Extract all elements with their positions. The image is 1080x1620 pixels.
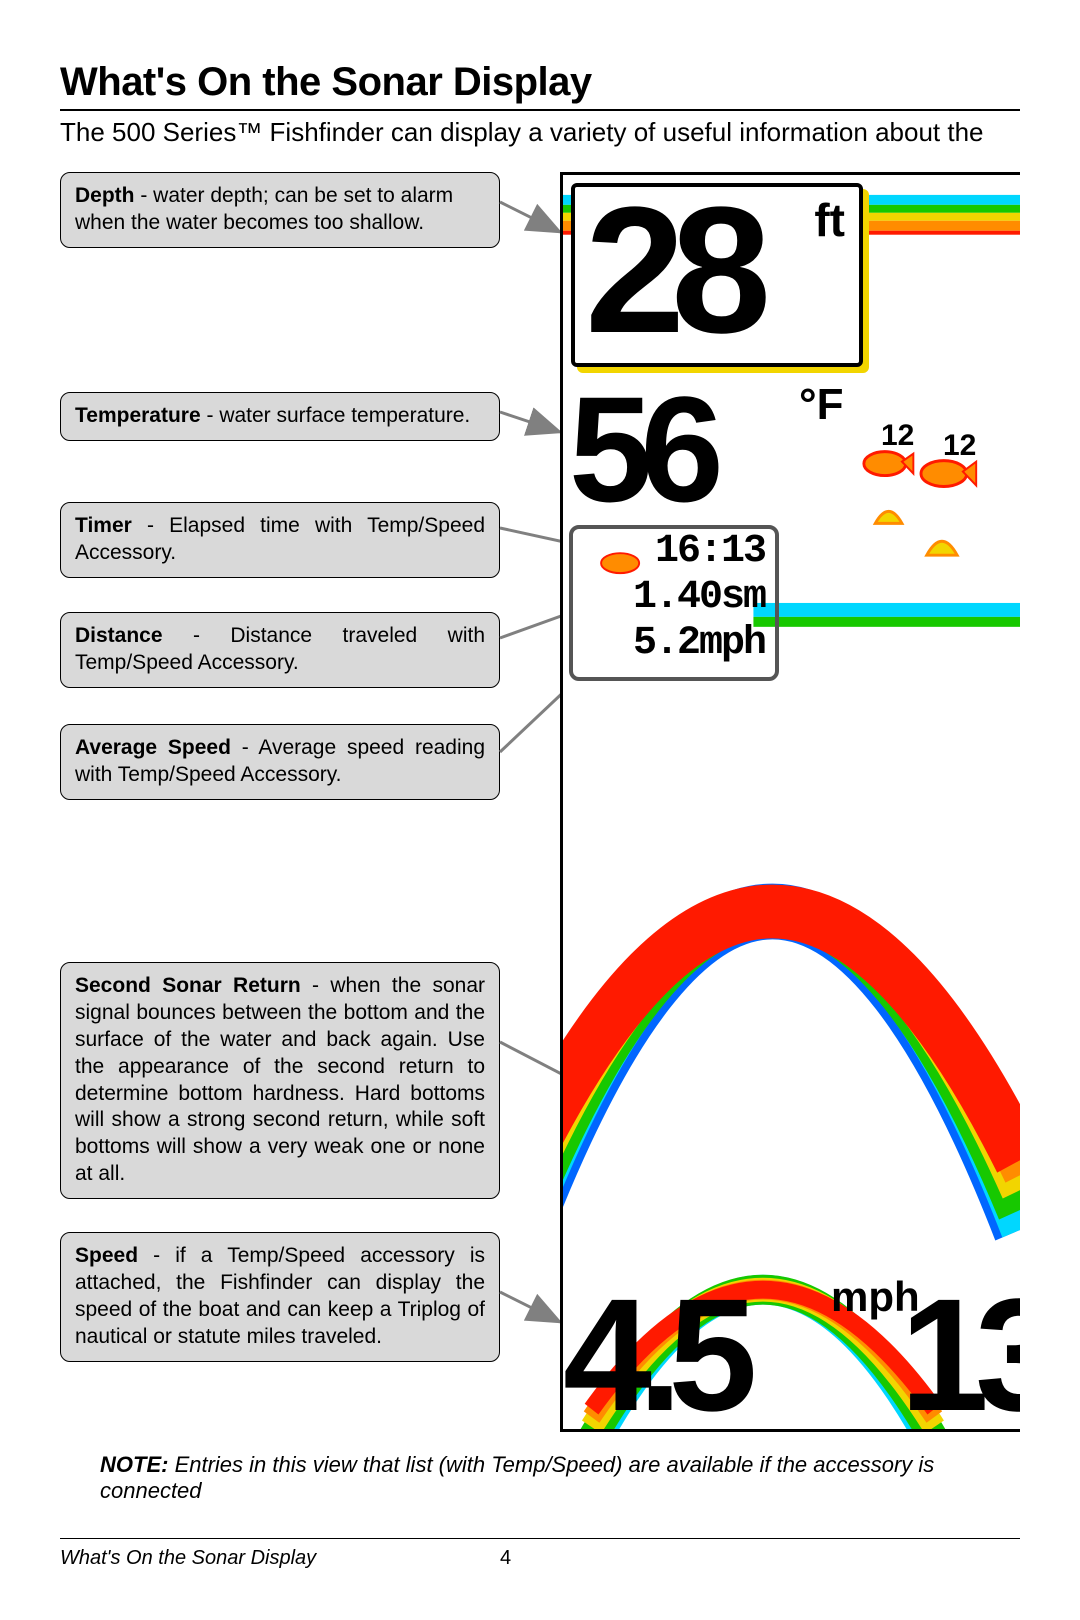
sonar-screen: 28 ft 56 °F 12 12 16:13 1.40sm 5.2mph 4.… — [560, 172, 1020, 1432]
callout-label: Depth — [75, 184, 135, 207]
callout-label: Average Speed — [75, 736, 231, 759]
timer-value: 16:13 — [573, 529, 775, 575]
callout-text: - water surface temperature. — [201, 404, 471, 427]
callout-box: Distance - Distance traveled with Temp/S… — [60, 612, 500, 688]
callout-box: Timer - Elapsed time with Temp/Speed Acc… — [60, 502, 500, 578]
callout-text: - when the sonar signal bounces between … — [75, 974, 485, 1185]
callout-text: - Elapsed time with Temp/Speed Accessory… — [75, 514, 485, 564]
intro-text: The 500 Series™ Fishfinder can display a… — [60, 117, 1020, 148]
avg-speed-value: 5.2mph — [573, 621, 775, 667]
triplog-box: 16:13 1.40sm 5.2mph — [569, 525, 779, 681]
callout-box: Depth - water depth; can be set to alarm… — [60, 172, 500, 248]
page-title: What's On the Sonar Display — [60, 60, 1020, 105]
temperature-unit: °F — [799, 380, 843, 430]
callout-box: Average Speed - Average speed reading wi… — [60, 724, 500, 800]
fish-depth-label: 12 — [943, 429, 976, 463]
callout-label: Distance — [75, 624, 163, 647]
callout-box: Temperature - water surface temperature. — [60, 392, 500, 441]
page-footer: What's On the Sonar Display 4 — [60, 1538, 1020, 1570]
note-body: Entries in this view that list (with Tem… — [100, 1452, 934, 1503]
depth-value: 28 — [585, 172, 757, 374]
fish-depth-label: 12 — [881, 419, 914, 453]
content-area: Depth - water depth; can be set to alarm… — [60, 172, 1020, 1432]
callout-label: Speed — [75, 1244, 138, 1267]
right-number: 13 — [900, 1263, 1020, 1432]
callout-box: Second Sonar Return - when the sonar sig… — [60, 962, 500, 1199]
speed-value: 4.5 — [563, 1263, 743, 1432]
temperature-value: 56 — [569, 363, 712, 536]
footer-title: What's On the Sonar Display — [60, 1547, 500, 1570]
depth-readout: 28 ft — [571, 183, 863, 367]
page-number: 4 — [500, 1547, 511, 1570]
depth-unit: ft — [814, 193, 845, 247]
callout-label: Second Sonar Return — [75, 974, 301, 997]
callouts-column: Depth - water depth; can be set to alarm… — [60, 172, 520, 1432]
callout-label: Temperature — [75, 404, 201, 427]
note-label: NOTE: — [100, 1452, 168, 1477]
footer-rule — [60, 1538, 1020, 1539]
callout-box: Speed - if a Temp/Speed accessory is att… — [60, 1232, 500, 1362]
note-text: NOTE: Entries in this view that list (wi… — [60, 1452, 1020, 1504]
distance-value: 1.40sm — [573, 575, 775, 621]
callout-label: Timer — [75, 514, 132, 537]
title-rule — [60, 109, 1020, 111]
